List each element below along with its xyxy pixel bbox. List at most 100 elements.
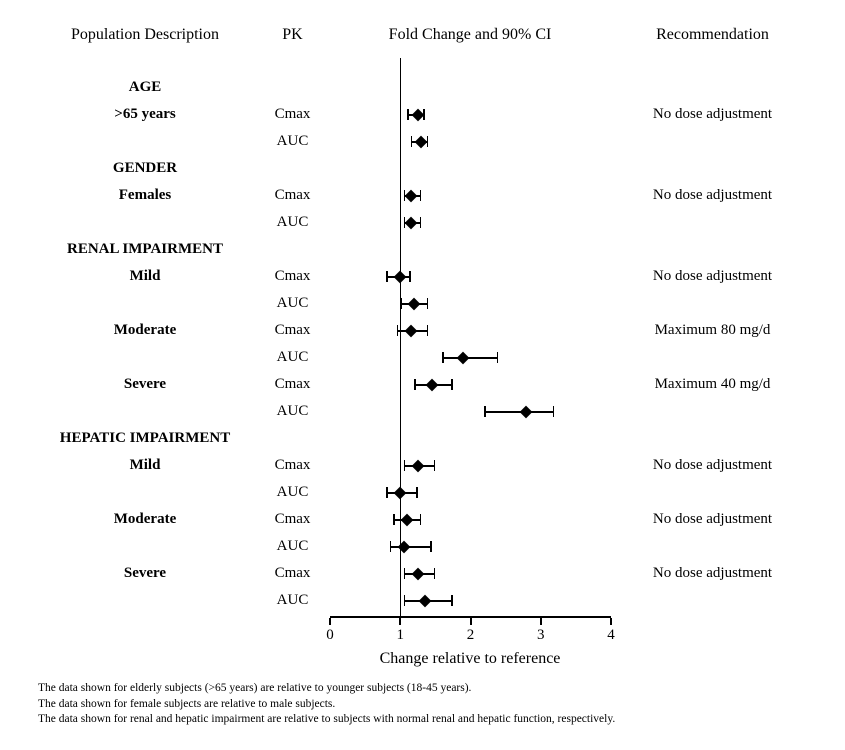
point-estimate-diamond xyxy=(456,351,470,364)
ci-plot-cell xyxy=(330,560,610,587)
forest-row: AUC xyxy=(0,344,845,371)
population-label: Mild xyxy=(129,457,161,473)
x-axis: 0 1 2 3 4 xyxy=(326,616,615,646)
reference-line xyxy=(400,58,401,616)
pk-label xyxy=(270,425,330,452)
header-fold-change: Fold Change and 90% CI xyxy=(388,26,552,43)
ci-plot-cell xyxy=(330,425,610,452)
axis-tick-label: 0 xyxy=(326,627,334,643)
ci-plot-cell xyxy=(330,155,610,182)
population-label xyxy=(0,398,270,425)
point-estimate-diamond xyxy=(404,189,417,202)
plot-rows: AGE >65 years Cmax No dose adjustment AUC GEN… xyxy=(0,74,845,614)
pk-label: Cmax xyxy=(274,268,311,284)
forest-row: Severe Cmax Maximum 40 mg/d xyxy=(0,371,845,398)
pk-label: Cmax xyxy=(274,106,311,122)
footnote-line: The data shown for elderly subjects (>65… xyxy=(38,682,472,694)
population-label: Severe xyxy=(123,565,167,581)
forest-row: AUC xyxy=(0,398,845,425)
forest-row: AUC xyxy=(0,290,845,317)
pk-label: AUC xyxy=(276,349,309,365)
pk-label: Cmax xyxy=(274,187,311,203)
pk-label: Cmax xyxy=(274,511,311,527)
footnote-line: The data shown for female subjects are r… xyxy=(38,697,336,710)
ci-plot-cell xyxy=(330,533,610,560)
header-pk: PK xyxy=(282,26,303,43)
footnote-line: The data shown for renal and hepatic imp… xyxy=(38,713,616,725)
point-estimate-diamond xyxy=(404,324,417,337)
pk-label xyxy=(270,236,330,263)
x-axis-title: Change relative to reference xyxy=(379,650,561,667)
point-estimate-diamond xyxy=(397,540,410,553)
population-label xyxy=(0,479,270,506)
pk-label: Cmax xyxy=(274,457,311,473)
recommendation-label xyxy=(610,290,845,317)
point-estimate-diamond xyxy=(414,135,428,148)
ci-bar xyxy=(389,540,432,552)
population-label xyxy=(0,290,270,317)
population-label: Mild xyxy=(129,268,161,284)
ci-bar xyxy=(442,351,498,363)
ci-plot-cell xyxy=(330,398,610,425)
population-label: Moderate xyxy=(113,511,177,527)
population-label xyxy=(0,587,270,614)
point-estimate-diamond xyxy=(519,405,533,418)
point-estimate-diamond xyxy=(411,108,424,121)
axis-tick xyxy=(469,618,472,625)
pk-label xyxy=(270,74,330,101)
ci-plot-cell xyxy=(330,344,610,371)
group-header-row: GENDER xyxy=(0,155,845,182)
forest-row: AUC xyxy=(0,587,845,614)
pk-label: AUC xyxy=(276,403,309,419)
ci-plot-cell xyxy=(330,452,610,479)
ci-plot-cell xyxy=(330,209,610,236)
recommendation-label: No dose adjustment xyxy=(652,268,773,284)
axis-tick-label: 4 xyxy=(607,627,615,643)
pk-label: Cmax xyxy=(274,322,311,338)
recommendation-label: Maximum 80 mg/d xyxy=(654,322,771,338)
pk-label: AUC xyxy=(276,484,309,500)
ci-plot-cell xyxy=(330,128,610,155)
pk-label: Cmax xyxy=(274,565,311,581)
recommendation-label xyxy=(610,128,845,155)
forest-row: Severe Cmax No dose adjustment xyxy=(0,560,845,587)
recommendation-label: No dose adjustment xyxy=(652,457,773,473)
recommendation-label xyxy=(610,587,845,614)
ci-plot-cell xyxy=(330,263,610,290)
forest-row: >65 years Cmax No dose adjustment xyxy=(0,101,845,128)
recommendation-label xyxy=(610,155,845,182)
recommendation-label xyxy=(610,209,845,236)
population-label: GENDER xyxy=(112,160,178,176)
forest-row: AUC xyxy=(0,479,845,506)
forest-row: AUC xyxy=(0,128,845,155)
population-label xyxy=(0,533,270,560)
axis-tick xyxy=(610,618,612,625)
recommendation-label xyxy=(610,479,845,506)
ci-plot-cell xyxy=(330,101,610,128)
point-estimate-diamond xyxy=(411,567,424,580)
pk-label: Cmax xyxy=(274,376,311,392)
recommendation-label: No dose adjustment xyxy=(652,106,773,122)
population-label xyxy=(0,344,270,371)
axis-tick-label: 1 xyxy=(396,627,405,643)
population-label xyxy=(0,209,270,236)
population-label: HEPATIC IMPAIRMENT xyxy=(59,430,231,446)
recommendation-label xyxy=(610,398,845,425)
pk-label xyxy=(270,155,330,182)
population-label xyxy=(0,128,270,155)
ci-plot-cell xyxy=(330,290,610,317)
point-estimate-diamond xyxy=(411,459,424,472)
recommendation-label: No dose adjustment xyxy=(652,565,773,581)
ci-plot-cell xyxy=(330,587,610,614)
group-header-row: HEPATIC IMPAIRMENT xyxy=(0,425,845,452)
recommendation-label xyxy=(610,533,845,560)
pk-label: AUC xyxy=(276,133,309,149)
recommendation-label: No dose adjustment xyxy=(652,187,773,203)
forest-row: Mild Cmax No dose adjustment xyxy=(0,452,845,479)
recommendation-label xyxy=(610,344,845,371)
pk-label: AUC xyxy=(276,214,309,230)
forest-row: AUC xyxy=(0,533,845,560)
ci-plot-cell xyxy=(330,506,610,533)
forest-row: AUC xyxy=(0,209,845,236)
point-estimate-diamond xyxy=(425,378,438,391)
